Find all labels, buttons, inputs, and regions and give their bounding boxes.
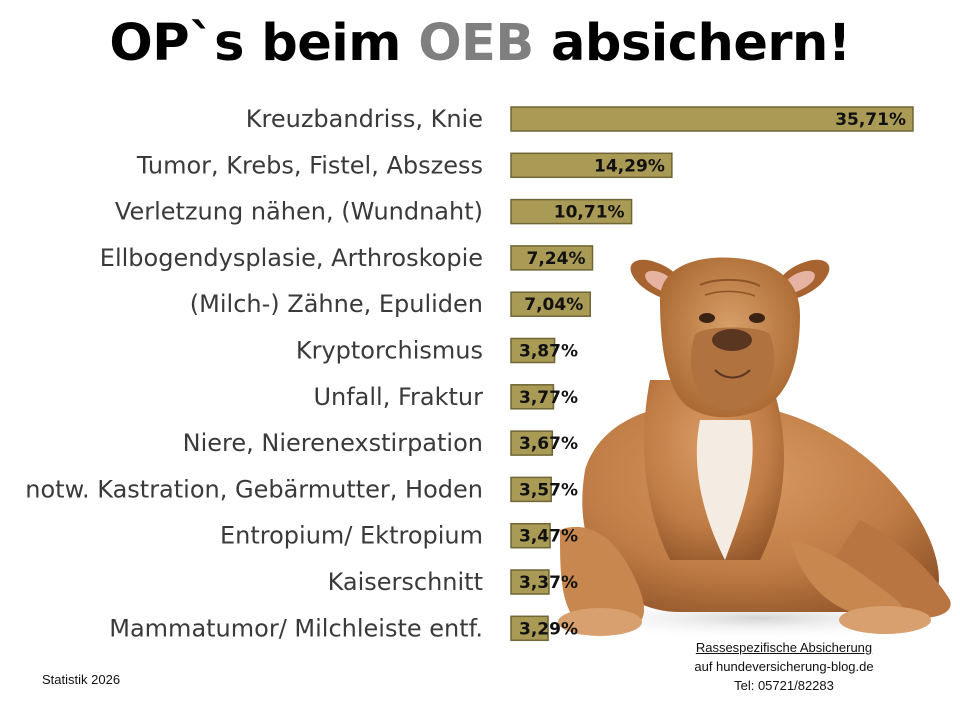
category-label: Niere, Nierenexstirpation — [183, 429, 483, 457]
footer-statistik: Statistik 2026 — [42, 672, 121, 687]
value-label: 3,37% — [519, 573, 578, 593]
value-label: 3,29% — [519, 619, 578, 639]
category-label: Kreuzbandriss, Knie — [246, 105, 483, 133]
bar — [510, 522, 551, 549]
category-label: Kaiserschnitt — [328, 568, 483, 596]
footer-contact: Rassespezifische Absicherung auf hundeve… — [652, 638, 916, 695]
bar — [510, 615, 549, 642]
value-label: 7,04% — [524, 295, 583, 315]
value-label: 14,29% — [594, 156, 665, 176]
value-label: 3,47% — [519, 527, 578, 547]
footer-line-1: Rassespezifische Absicherung — [695, 640, 873, 655]
bar — [510, 476, 552, 503]
bar — [510, 291, 592, 317]
title-accent: OEB — [418, 14, 534, 73]
value-label: 3,77% — [519, 388, 578, 408]
chart-title: OP`s beim OEB absichern! — [0, 14, 960, 73]
category-label: notw. Kastration, Gebärmutter, Hoden — [25, 475, 483, 503]
category-label: Mammatumor/ Milchleiste entf. — [109, 614, 483, 642]
bar — [510, 337, 556, 364]
category-label: Unfall, Fraktur — [313, 383, 483, 411]
value-label: 3,67% — [519, 434, 578, 454]
category-label: Ellbogendysplasie, Arthroskopie — [100, 244, 483, 272]
value-label: 35,71% — [835, 110, 906, 130]
bar — [510, 384, 555, 410]
bar — [510, 198, 633, 225]
bar — [510, 152, 673, 179]
title-part2: absichern! — [533, 14, 851, 73]
value-label: 7,24% — [527, 249, 586, 269]
bar — [510, 430, 554, 456]
value-label: 10,71% — [554, 203, 625, 223]
category-label: Verletzung nähen, (Wundnaht) — [115, 198, 483, 226]
bar — [510, 245, 594, 271]
footer-line-3: Tel: 05721/82283 — [734, 678, 834, 693]
footer-line-2: auf hundeversicherung-blog.de — [694, 659, 874, 674]
value-label: 3,87% — [519, 342, 578, 362]
bar — [510, 106, 914, 132]
bar — [510, 569, 550, 595]
value-label: 3,57% — [519, 480, 578, 500]
category-label: Kryptorchismus — [296, 337, 483, 365]
category-label: Tumor, Krebs, Fistel, Abszess — [136, 151, 483, 179]
title-part1: OP`s beim — [109, 14, 419, 73]
category-label: Entropium/ Ektropium — [220, 522, 483, 550]
category-label: (Milch-) Zähne, Epuliden — [190, 290, 483, 318]
